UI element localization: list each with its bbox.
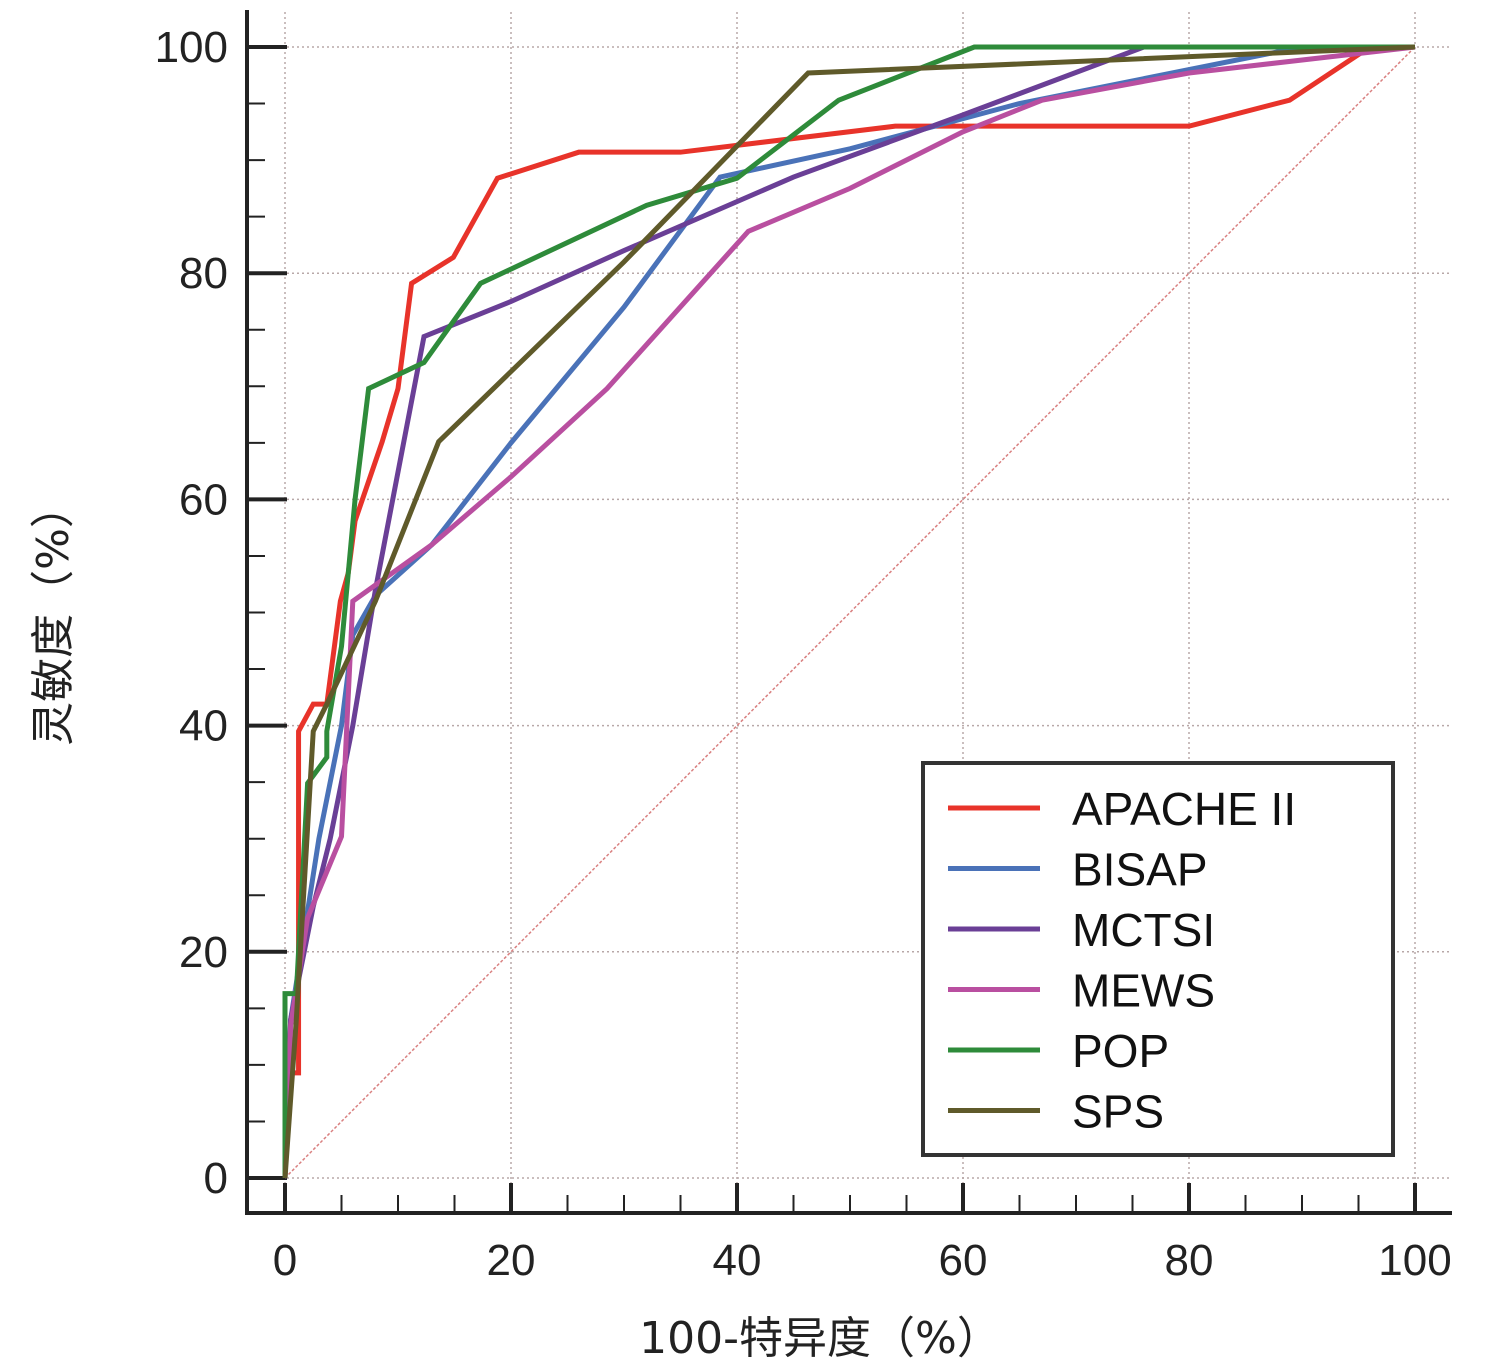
y-tick-label: 80 bbox=[179, 249, 228, 298]
y-tick-label: 60 bbox=[179, 475, 228, 524]
legend-box bbox=[921, 761, 1395, 1157]
series-line-sps bbox=[282, 44, 1416, 1179]
x-tick-label: 60 bbox=[939, 1236, 988, 1285]
x-tick-label: 100 bbox=[1378, 1236, 1451, 1285]
legend-label: BISAP bbox=[1072, 844, 1208, 896]
legend-label: MCTSI bbox=[1072, 904, 1215, 956]
x-tick-label: 0 bbox=[273, 1236, 297, 1285]
y-axis-label: 灵敏度（%） bbox=[28, 484, 79, 746]
legend-label: SPS bbox=[1072, 1086, 1164, 1138]
x-axis-label: 100-特异度（%） bbox=[639, 1313, 1001, 1364]
x-tick-label: 80 bbox=[1165, 1236, 1214, 1285]
y-tick-label: 20 bbox=[179, 928, 228, 977]
x-tick-label: 40 bbox=[713, 1236, 762, 1285]
series-line-apache-ii bbox=[282, 44, 1415, 1178]
y-tick-label: 100 bbox=[155, 23, 228, 72]
legend-label: APACHE II bbox=[1072, 783, 1296, 835]
legend-label: MEWS bbox=[1072, 965, 1215, 1017]
reference-diagonal bbox=[284, 46, 1416, 1179]
y-tick-label: 0 bbox=[204, 1154, 228, 1203]
legend-label: POP bbox=[1072, 1025, 1169, 1077]
series-line-mews bbox=[282, 44, 1416, 1179]
x-tick-label: 20 bbox=[487, 1236, 536, 1285]
y-tick-label: 40 bbox=[179, 702, 228, 751]
